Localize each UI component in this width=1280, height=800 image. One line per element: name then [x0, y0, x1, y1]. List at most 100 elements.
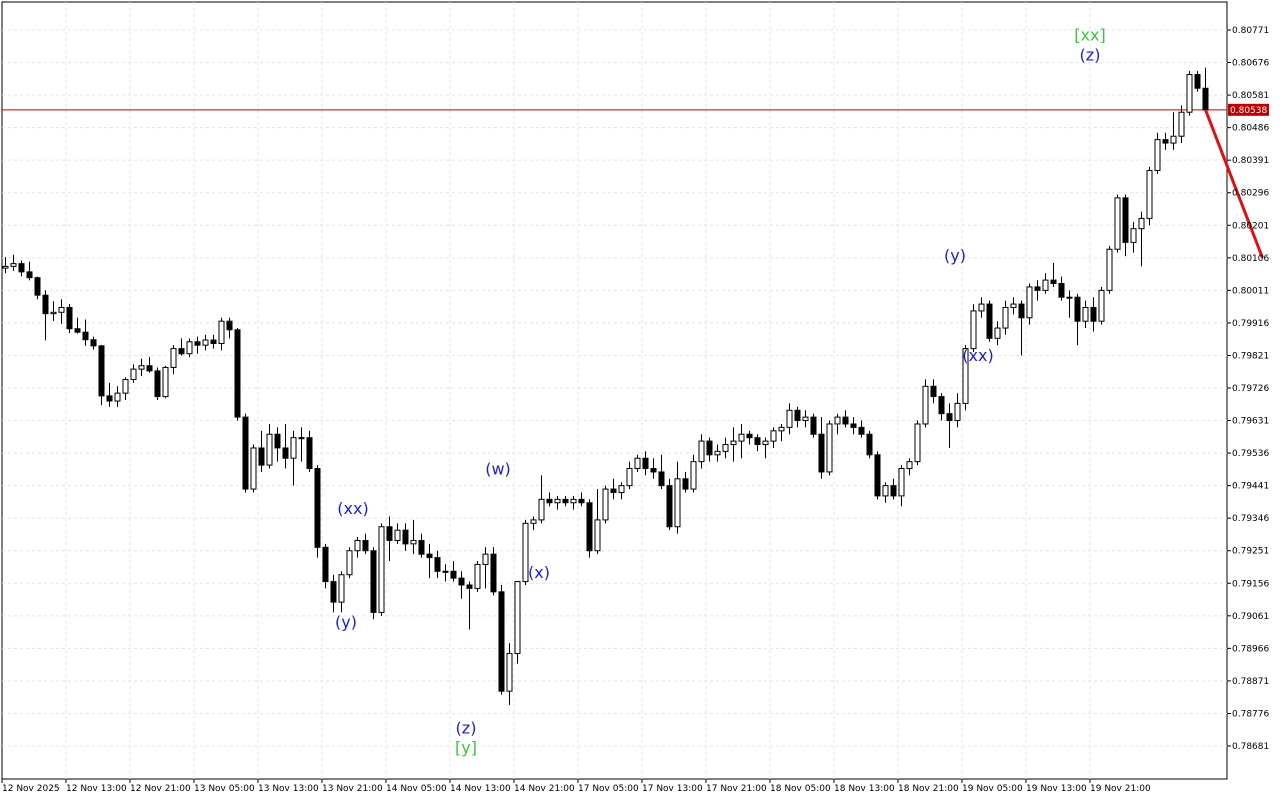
candle — [18, 260, 25, 277]
candle-body-bullish — [1154, 139, 1161, 171]
candle — [418, 533, 425, 558]
candle-body-bearish — [306, 437, 313, 470]
candle-body-bullish — [1138, 217, 1145, 230]
candle-body-bullish — [914, 423, 921, 463]
candle-body-bullish — [354, 539, 361, 552]
candle-body-bearish — [234, 329, 241, 418]
candle-body-bullish — [1114, 197, 1121, 250]
candle-body-bearish — [706, 440, 713, 456]
candle — [850, 417, 857, 435]
candle — [578, 492, 585, 507]
candle — [266, 423, 273, 469]
candle-body-bearish — [946, 413, 953, 422]
candle — [890, 478, 897, 500]
candle-body-bullish — [1010, 303, 1017, 308]
candle — [322, 543, 329, 589]
candle-body-bearish — [682, 478, 689, 490]
candle-body-bearish — [810, 416, 817, 435]
candle — [946, 403, 953, 448]
candle — [58, 299, 65, 324]
candle-body-bearish — [322, 546, 329, 583]
candle-body-bearish — [362, 539, 369, 552]
candle — [754, 434, 761, 452]
candle-body-bearish — [930, 385, 937, 398]
candle-body-bearish — [426, 553, 433, 559]
candle — [586, 499, 593, 558]
candle-body-bullish — [954, 402, 961, 422]
candle — [1042, 273, 1049, 294]
candle-body-bearish — [498, 591, 505, 692]
candle — [882, 482, 889, 503]
candle-body-bullish — [1106, 248, 1113, 291]
candle — [202, 334, 209, 351]
y-tick-label: 0.80106 — [1232, 254, 1269, 264]
y-tick-label: 0.79346 — [1232, 514, 1269, 524]
x-tick-label: 13 Nov 05:00 — [194, 784, 255, 794]
candle-body-bullish — [778, 426, 785, 432]
candle — [898, 465, 905, 507]
y-tick-label: 0.78966 — [1232, 644, 1269, 654]
candle — [82, 319, 89, 346]
x-tick-label: 19 Nov 13:00 — [1026, 784, 1087, 794]
candle-body-bullish — [130, 368, 137, 380]
candle — [1170, 112, 1177, 150]
candle-body-bullish — [338, 574, 345, 603]
candle-body-bullish — [442, 570, 449, 573]
candle — [618, 482, 625, 500]
candle-body-bullish — [346, 550, 353, 576]
candle-body-bearish — [434, 557, 441, 572]
candle-body-bearish — [754, 437, 761, 446]
candle-body-bullish — [1130, 228, 1137, 243]
projection-layer — [1204, 109, 1264, 259]
candle — [1026, 283, 1033, 325]
candle-body-bullish — [994, 327, 1001, 339]
candle — [1074, 293, 1081, 346]
candle-body-bullish — [698, 440, 705, 463]
x-tick-label: 12 Nov 2025 — [2, 784, 60, 794]
candle — [66, 304, 73, 334]
y-tick-label: 0.79061 — [1232, 612, 1269, 622]
candle-body-bullish — [602, 488, 609, 521]
candle-body-bearish — [578, 498, 585, 504]
candle — [794, 406, 801, 428]
candle-body-bearish — [794, 409, 801, 422]
y-tick-label: 0.79631 — [1232, 417, 1269, 427]
candle — [74, 317, 81, 334]
candle — [42, 290, 49, 341]
candle — [1114, 194, 1121, 253]
candle-body-bullish — [762, 440, 769, 446]
candle — [666, 478, 673, 531]
candle-body-bearish — [274, 433, 281, 449]
candle-body-bearish — [1202, 87, 1209, 111]
candle-body-bullish — [58, 306, 65, 313]
candle-body-bullish — [482, 553, 489, 565]
candle-body-bullish — [186, 341, 193, 355]
candle-body-bullish — [218, 320, 225, 344]
candle — [474, 561, 481, 592]
candle — [954, 393, 961, 428]
candle — [682, 471, 689, 493]
projection-line — [1204, 109, 1264, 259]
wave-label: (z) — [1080, 45, 1101, 64]
y-tick-label: 0.80296 — [1232, 189, 1269, 199]
candle-body-bullish — [10, 263, 17, 267]
candle — [650, 458, 657, 479]
candle-body-bullish — [290, 437, 297, 459]
candle — [842, 410, 849, 428]
candle-body-bullish — [570, 498, 577, 504]
candle — [434, 550, 441, 579]
candle — [186, 338, 193, 358]
candle — [594, 489, 601, 555]
candle — [1034, 280, 1041, 301]
candle-body-bullish — [738, 433, 745, 442]
candle-body-bullish — [162, 366, 169, 398]
candle-body-bullish — [2, 265, 9, 269]
candle — [122, 377, 129, 400]
y-tick-label: 0.80486 — [1232, 124, 1269, 134]
candle — [938, 393, 945, 421]
y-tick-label: 0.79536 — [1232, 449, 1269, 459]
candle — [306, 430, 313, 472]
candle — [138, 358, 145, 377]
candle-body-bullish — [394, 529, 401, 541]
candle-body-bearish — [490, 553, 497, 593]
